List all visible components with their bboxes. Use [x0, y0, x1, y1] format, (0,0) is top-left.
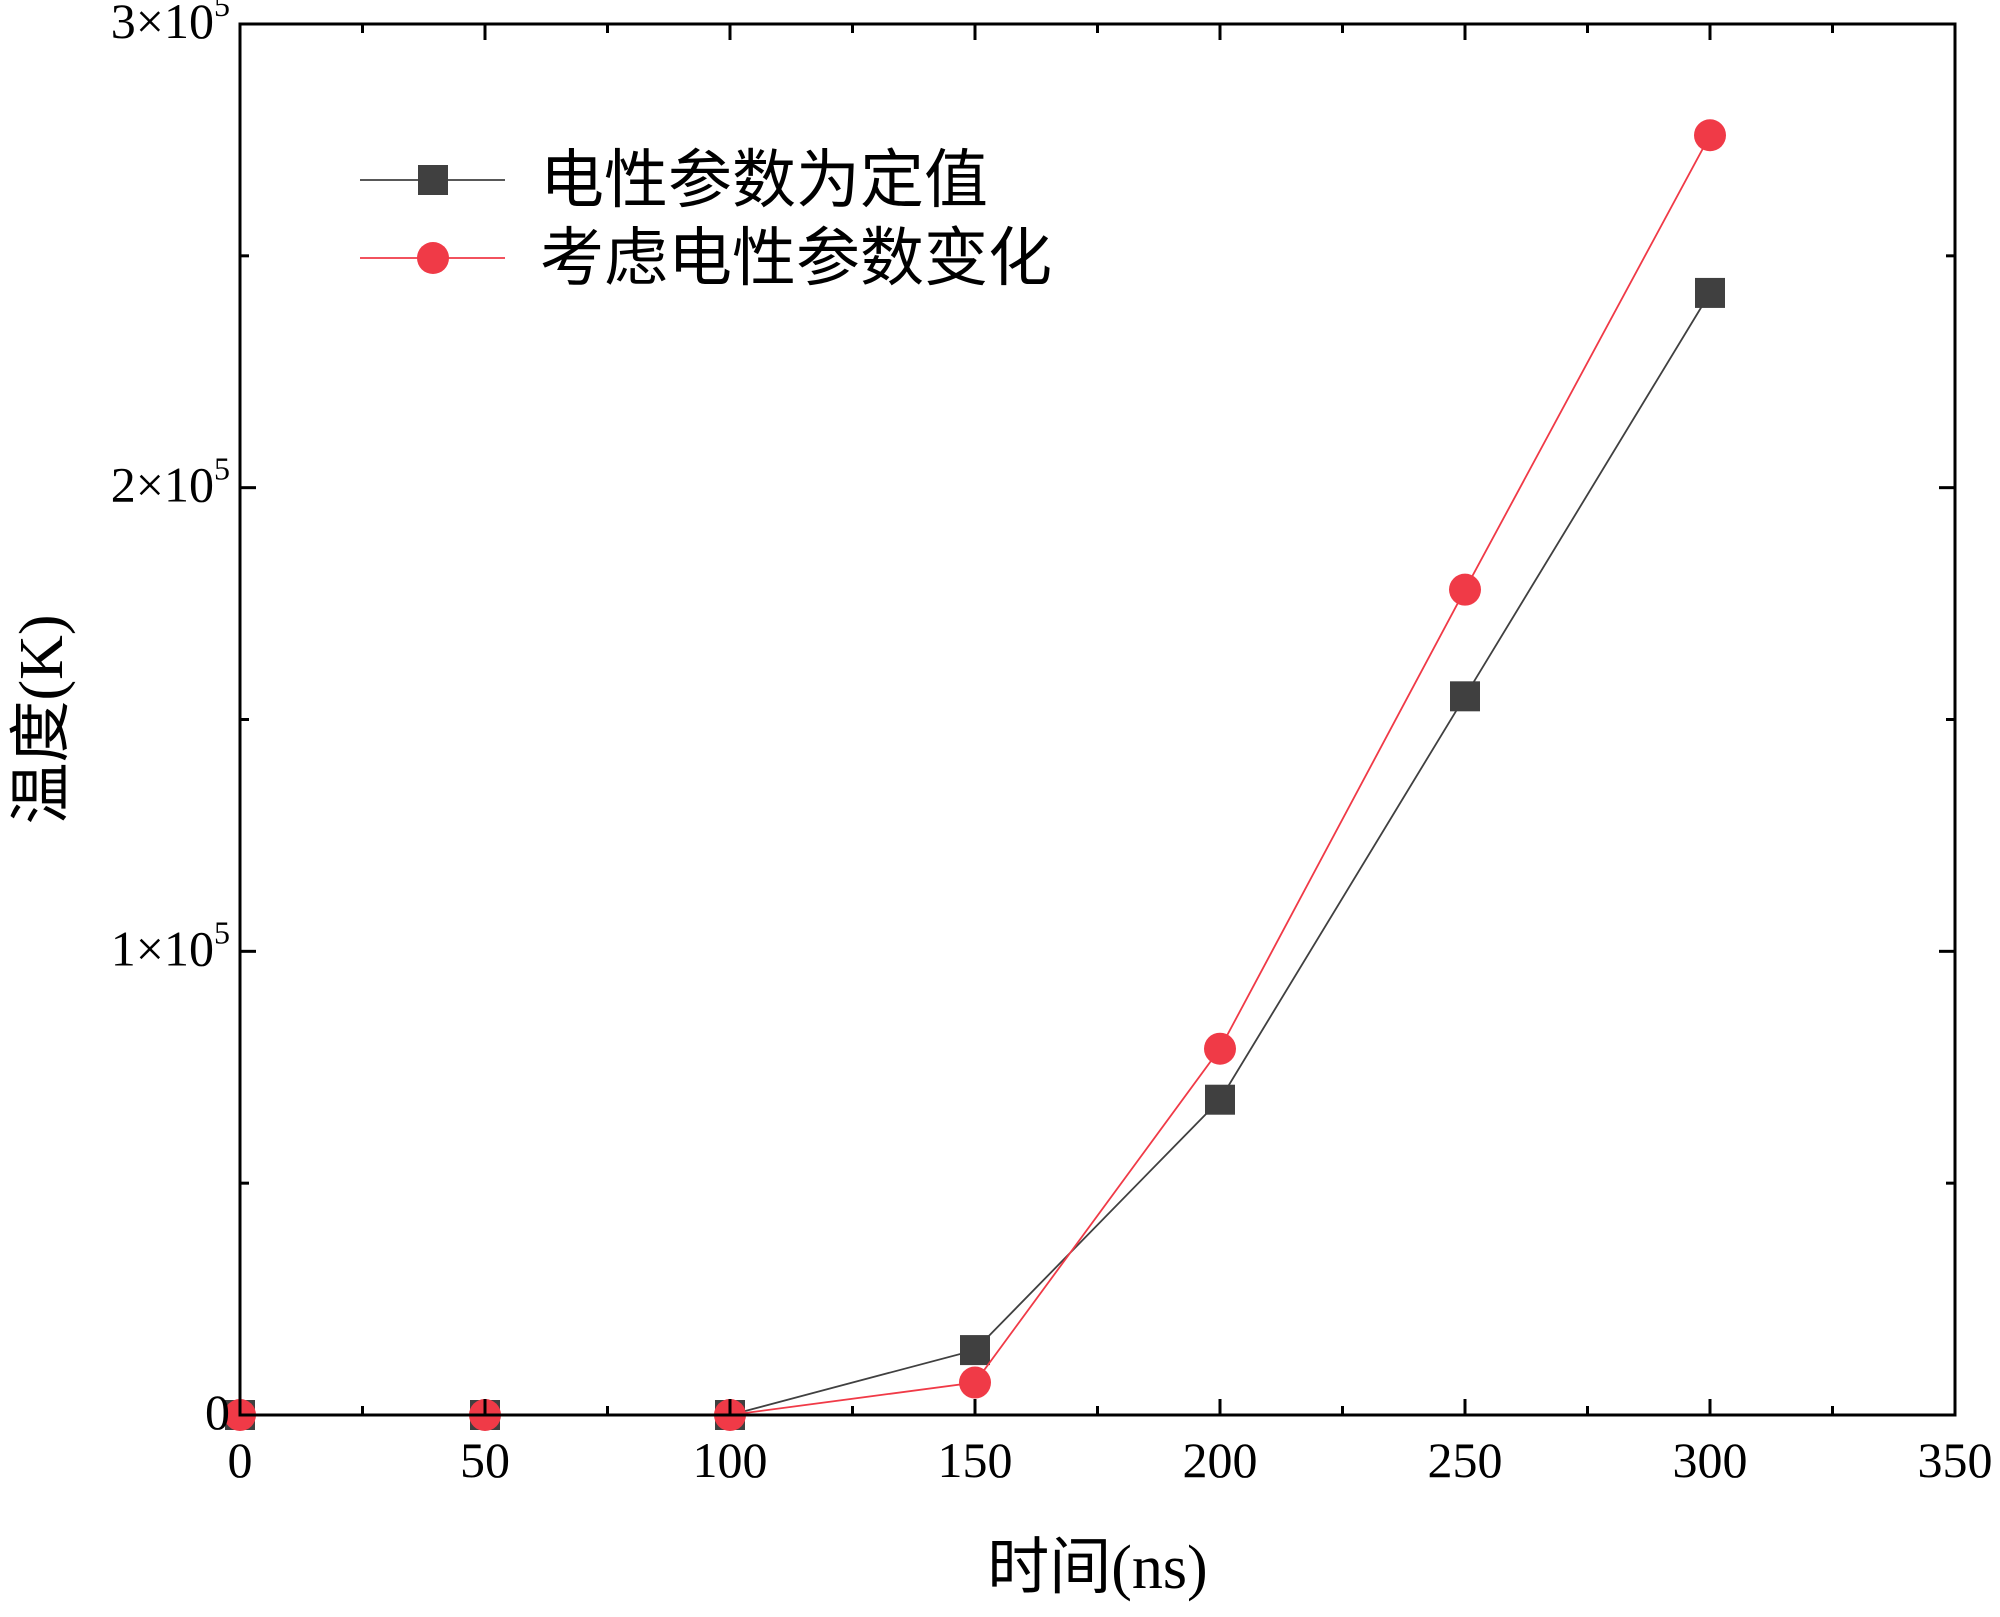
axes-layer: 0 50 100 150 200 250 300 35001×1052×1053×105时间(… — [8, 0, 1993, 1602]
x-tick-label: 50 — [460, 1432, 510, 1488]
data-point — [1695, 277, 1725, 308]
y-tick-base: 10 — [164, 457, 214, 513]
y-tick-mantissa: 0 — [205, 1384, 230, 1440]
x-tick-label: 100 — [693, 1432, 768, 1488]
x-tick-label: 350 — [1918, 1432, 1993, 1488]
y-tick-times: × — [136, 457, 164, 513]
x-tick-label: 300 — [1673, 1432, 1748, 1488]
y-tick-times: × — [136, 0, 164, 49]
legend-label: 电性参数为定值 — [540, 145, 988, 216]
y-tick-mantissa: 1 — [111, 920, 136, 976]
legend-item-1: 考虑电性参数变化 — [360, 223, 1052, 294]
data-point — [1694, 119, 1726, 152]
legend-item-0: 电性参数为定值 — [360, 145, 988, 216]
data-point — [1449, 573, 1481, 606]
legend-marker — [418, 165, 448, 195]
x-tick-label: 150 — [938, 1432, 1013, 1488]
y-tick-times: × — [136, 920, 164, 976]
data-point — [1205, 1084, 1235, 1115]
y-tick-exponent: 5 — [214, 0, 230, 23]
y-tick-base: 10 — [164, 0, 214, 49]
y-tick-label: 2×105 — [111, 451, 230, 513]
data-point — [959, 1366, 991, 1399]
data-point — [960, 1335, 990, 1366]
y-tick-mantissa: 2 — [111, 457, 136, 513]
y-tick-label: 1×105 — [111, 914, 230, 976]
y-tick-exponent: 5 — [214, 451, 230, 487]
legend-label: 考虑电性参数变化 — [540, 223, 1052, 294]
y-axis-title: 温度(K) — [8, 614, 76, 824]
x-tick-label: 0 — [228, 1432, 253, 1488]
y-tick-label: 3×105 — [111, 0, 230, 49]
y-tick-exponent: 5 — [214, 914, 230, 950]
y-tick-mantissa: 3 — [111, 0, 136, 49]
x-axis-title: 时间(ns) — [987, 1534, 1207, 1602]
y-tick-label: 0 — [205, 1384, 230, 1440]
data-point — [1450, 681, 1480, 712]
legend-marker — [417, 242, 449, 274]
x-tick-label: 250 — [1428, 1432, 1503, 1488]
data-point — [1204, 1032, 1236, 1065]
x-tick-label: 200 — [1183, 1432, 1258, 1488]
y-tick-base: 10 — [164, 920, 214, 976]
